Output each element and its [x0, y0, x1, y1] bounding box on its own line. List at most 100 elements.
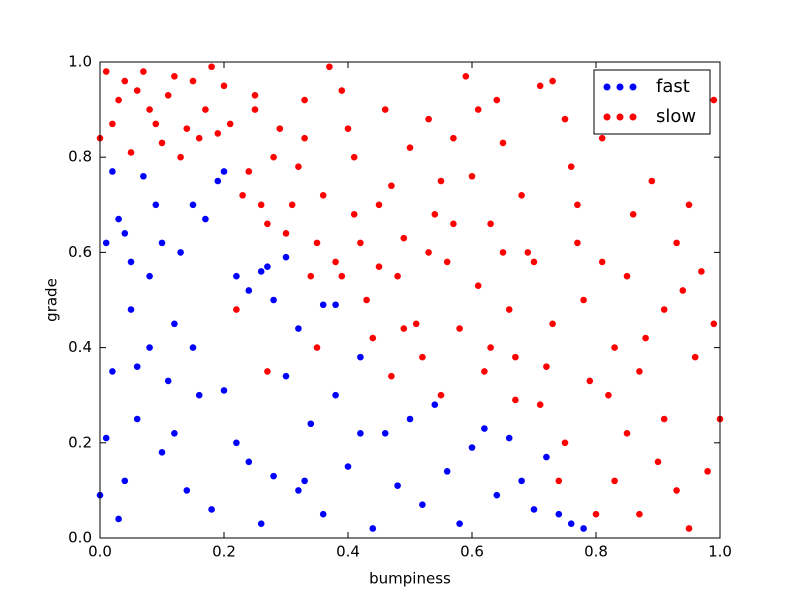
- point: [518, 191, 525, 199]
- point: [288, 201, 296, 209]
- point: [357, 429, 364, 437]
- point: [152, 201, 160, 209]
- point: [456, 325, 463, 332]
- point: [673, 487, 680, 494]
- point: [233, 439, 240, 447]
- point: [406, 144, 414, 151]
- point: [133, 363, 141, 370]
- plot-frame: [99, 61, 721, 539]
- point: [623, 429, 631, 437]
- point: [102, 68, 110, 75]
- point: [332, 391, 339, 399]
- point: [214, 177, 222, 185]
- point: [419, 353, 426, 361]
- point: [344, 125, 352, 132]
- point: [115, 215, 122, 223]
- point: [307, 420, 315, 428]
- point: [450, 220, 457, 228]
- point: [369, 334, 377, 342]
- point: [208, 63, 215, 71]
- point: [698, 268, 705, 275]
- point: [301, 477, 308, 485]
- point: [127, 149, 135, 156]
- point: [685, 525, 693, 532]
- legend-box: [593, 69, 711, 135]
- point: [505, 434, 513, 442]
- point: [202, 106, 209, 113]
- point: [598, 134, 606, 142]
- point: [561, 439, 569, 447]
- point: [574, 201, 581, 209]
- point: [474, 282, 482, 290]
- point: [171, 429, 178, 437]
- point: [115, 96, 122, 104]
- point: [140, 172, 147, 180]
- point: [171, 72, 178, 80]
- point: [481, 425, 488, 432]
- point: [536, 82, 544, 90]
- point: [400, 234, 408, 242]
- legend-label: fast: [656, 76, 690, 97]
- point: [394, 482, 401, 489]
- point: [388, 182, 395, 190]
- point: [270, 472, 277, 480]
- point: [208, 506, 215, 513]
- point: [549, 320, 556, 328]
- point: [518, 477, 525, 485]
- point: [654, 458, 662, 466]
- point: [512, 396, 519, 404]
- point: [536, 401, 544, 409]
- point: [189, 77, 197, 85]
- legend-marker: [629, 83, 637, 91]
- point: [121, 230, 129, 237]
- point: [220, 82, 228, 90]
- point: [313, 344, 321, 351]
- point: [183, 125, 191, 132]
- point: [450, 134, 457, 142]
- legend-label: slow: [656, 106, 696, 127]
- point: [332, 258, 339, 266]
- point: [127, 306, 135, 313]
- point: [146, 272, 153, 280]
- point: [189, 344, 197, 351]
- point: [189, 201, 197, 209]
- point: [164, 377, 172, 385]
- point: [264, 368, 271, 375]
- point: [468, 172, 476, 180]
- point: [580, 296, 587, 304]
- point: [561, 115, 569, 123]
- point: [555, 477, 563, 485]
- point: [530, 258, 538, 266]
- point: [437, 391, 445, 399]
- point: [251, 92, 259, 99]
- point: [555, 510, 563, 518]
- point: [121, 77, 129, 85]
- point: [462, 72, 470, 80]
- point: [257, 268, 265, 275]
- point: [363, 296, 370, 304]
- point: [543, 363, 550, 370]
- point: [611, 344, 618, 351]
- point: [381, 429, 389, 437]
- point: [499, 249, 507, 256]
- point: [357, 239, 364, 247]
- point: [412, 320, 420, 328]
- point: [264, 263, 271, 270]
- point: [239, 191, 246, 199]
- point: [313, 239, 321, 247]
- point: [710, 96, 718, 104]
- point: [109, 168, 116, 175]
- point: [375, 201, 383, 209]
- point: [481, 368, 488, 375]
- x-axis-label: bumpiness: [369, 570, 451, 588]
- point: [642, 334, 649, 342]
- point: [295, 325, 302, 332]
- point: [319, 301, 327, 309]
- point: [295, 163, 302, 171]
- point: [301, 134, 308, 142]
- y-tick-label: 0.2: [68, 433, 92, 451]
- point: [257, 520, 265, 528]
- point: [691, 353, 699, 361]
- x-tick-label: 0.4: [336, 543, 360, 561]
